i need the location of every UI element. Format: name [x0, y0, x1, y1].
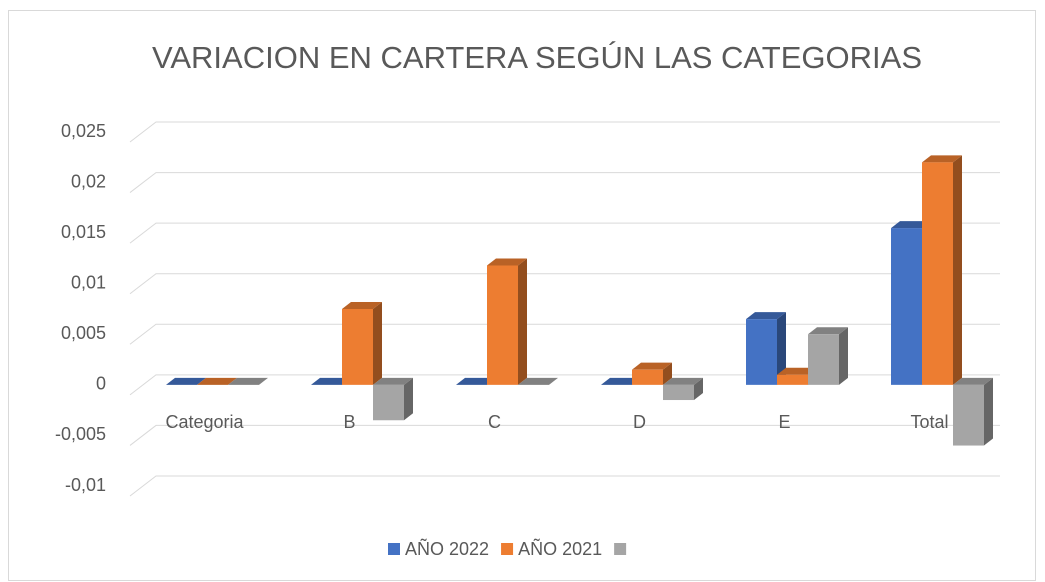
bar: [953, 384, 984, 446]
x-tick-label: Categoria: [165, 412, 244, 432]
bar-side: [663, 362, 672, 385]
bar-side: [694, 377, 703, 401]
bar-top: [456, 377, 496, 385]
bar-side: [839, 327, 848, 385]
y-tick-label: 0,01: [71, 272, 106, 292]
legend-swatch: [501, 543, 514, 555]
grid-line: [129, 172, 1000, 193]
grid-line: [129, 273, 1000, 295]
bar-top: [808, 327, 848, 335]
bar: [746, 319, 777, 385]
bar-side: [953, 155, 962, 385]
legend-label: AÑO 2022: [405, 538, 489, 559]
chart-title: VARIACION EN CARTERA SEGÚN LAS CATEGORIA…: [152, 40, 922, 75]
legend-label: AÑO 2021: [518, 538, 602, 559]
legend-swatch: [614, 543, 627, 555]
y-tick-label: 0,005: [61, 323, 106, 343]
bar: [632, 369, 663, 385]
y-tick-label: 0,02: [71, 171, 106, 191]
bar: [777, 374, 808, 385]
y-tick-label: 0,015: [61, 222, 106, 242]
grid-line: [129, 121, 1000, 143]
bar-side: [373, 302, 382, 385]
bar-top: [197, 377, 237, 385]
bar-top: [922, 155, 962, 163]
bar-top: [373, 377, 413, 385]
bar-top: [228, 377, 268, 385]
bar-side: [984, 377, 993, 446]
bar: [808, 334, 839, 385]
bar-top: [518, 377, 558, 385]
legend-swatch: [388, 543, 400, 555]
bar: [891, 228, 922, 385]
bar: [922, 162, 953, 385]
bar-top: [487, 258, 527, 266]
bar-top: [166, 377, 206, 385]
bar-side: [777, 312, 786, 385]
bar: [487, 265, 518, 385]
x-tick-label: E: [778, 412, 790, 432]
y-tick-label: 0,025: [61, 121, 106, 141]
bar-top: [953, 377, 993, 385]
bar-top: [663, 377, 703, 385]
bar-side: [404, 377, 413, 421]
grid-line: [129, 374, 1000, 396]
x-tick-label: B: [343, 412, 355, 432]
x-tick-label: C: [488, 412, 501, 432]
grid-line: [129, 424, 1000, 446]
bar-side: [518, 258, 527, 385]
y-tick-label: 0: [96, 374, 106, 394]
bar-top: [891, 221, 931, 229]
bar: [342, 309, 373, 385]
grid-line: [129, 475, 1000, 497]
y-tick-label: -0,005: [55, 424, 106, 444]
y-tick-label: -0,01: [65, 475, 106, 495]
bar-top: [601, 377, 641, 385]
grid-line: [129, 323, 1000, 345]
bar: [373, 384, 404, 421]
bar-top: [342, 302, 382, 309]
bar: [663, 384, 694, 401]
bar-top: [311, 377, 351, 385]
grid-line: [129, 222, 1000, 244]
bar-top: [777, 367, 817, 375]
x-tick-label: D: [633, 412, 646, 432]
x-tick-label: Total: [910, 412, 948, 432]
bar-top: [746, 312, 786, 320]
bar-top: [632, 362, 672, 370]
